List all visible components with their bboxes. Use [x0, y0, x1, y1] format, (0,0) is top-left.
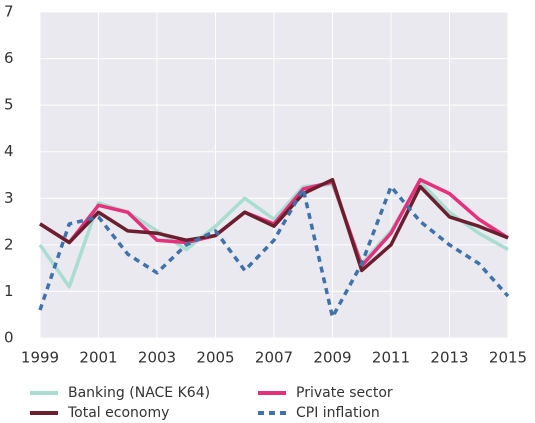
- x-tick-label: 2001: [79, 349, 117, 367]
- y-tick-label: 7: [4, 3, 14, 21]
- x-tick-label: 2007: [255, 349, 293, 367]
- legend-label: CPI inflation: [296, 405, 380, 421]
- y-tick-label: 6: [4, 49, 14, 67]
- y-tick-label: 3: [4, 189, 14, 207]
- x-tick-label: 2005: [196, 349, 234, 367]
- series-line: [39, 177, 509, 273]
- y-tick-label: 1: [4, 282, 14, 300]
- x-tick-label: 2015: [489, 349, 527, 367]
- x-tick-label: 2011: [372, 349, 410, 367]
- legend: Banking (NACE K64) Private sector Total ec…: [30, 385, 393, 421]
- x-tick-label: 2009: [313, 349, 351, 367]
- y-tick-label: 5: [4, 96, 14, 114]
- y-tick-label: 4: [4, 142, 14, 160]
- x-tick-label: 2013: [430, 349, 468, 367]
- legend-label: Total economy: [67, 405, 169, 421]
- legend-label: Private sector: [296, 385, 393, 401]
- y-tick-label: 0: [4, 329, 14, 347]
- series-line: [38, 184, 510, 319]
- x-tick-label: 2003: [138, 349, 176, 367]
- x-tick-label: 1999: [21, 349, 59, 367]
- y-tick-label: 2: [4, 235, 14, 253]
- legend-label: Banking (NACE K64): [68, 385, 210, 401]
